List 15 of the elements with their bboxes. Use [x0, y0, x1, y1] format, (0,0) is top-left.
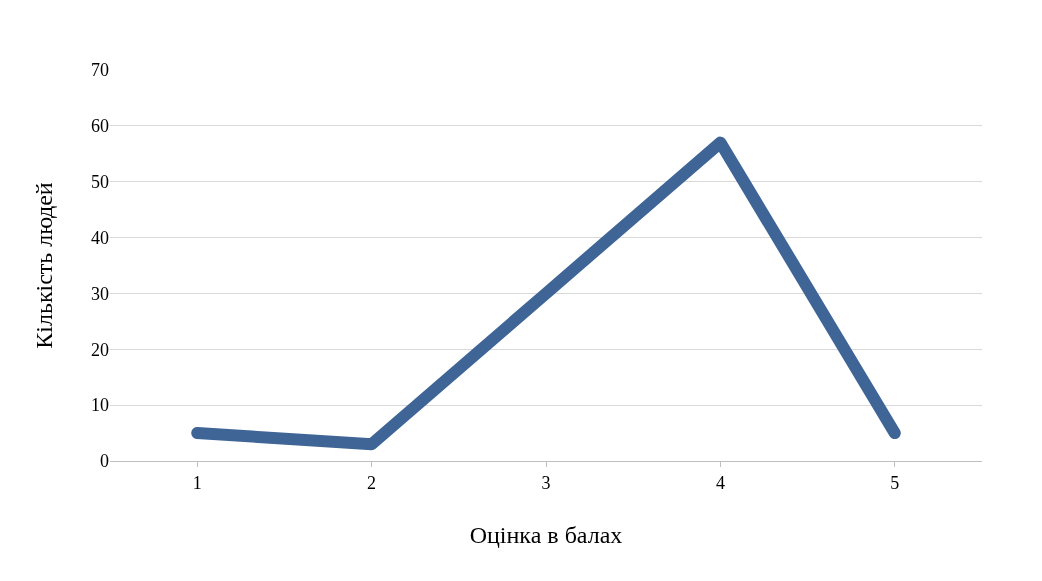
- x-tick-label: 2: [367, 472, 377, 493]
- x-tick-label: 1: [192, 472, 202, 493]
- x-tick-label: 3: [541, 472, 551, 493]
- y-tick-label: 0: [100, 451, 109, 472]
- x-axis-title: Оцінка в балах: [469, 522, 623, 548]
- y-axis-title: Кількість людей: [31, 182, 57, 349]
- y-tick-label: 10: [91, 395, 109, 416]
- y-tick-label: 30: [91, 283, 109, 304]
- y-tick-label: 50: [91, 172, 109, 193]
- y-tick-label: 70: [91, 60, 109, 81]
- x-tick-label: 5: [890, 472, 900, 493]
- y-tick-label: 40: [91, 227, 109, 248]
- y-tick-label: 20: [91, 339, 109, 360]
- x-tick-label: 4: [715, 472, 725, 493]
- y-tick-label: 60: [91, 116, 109, 137]
